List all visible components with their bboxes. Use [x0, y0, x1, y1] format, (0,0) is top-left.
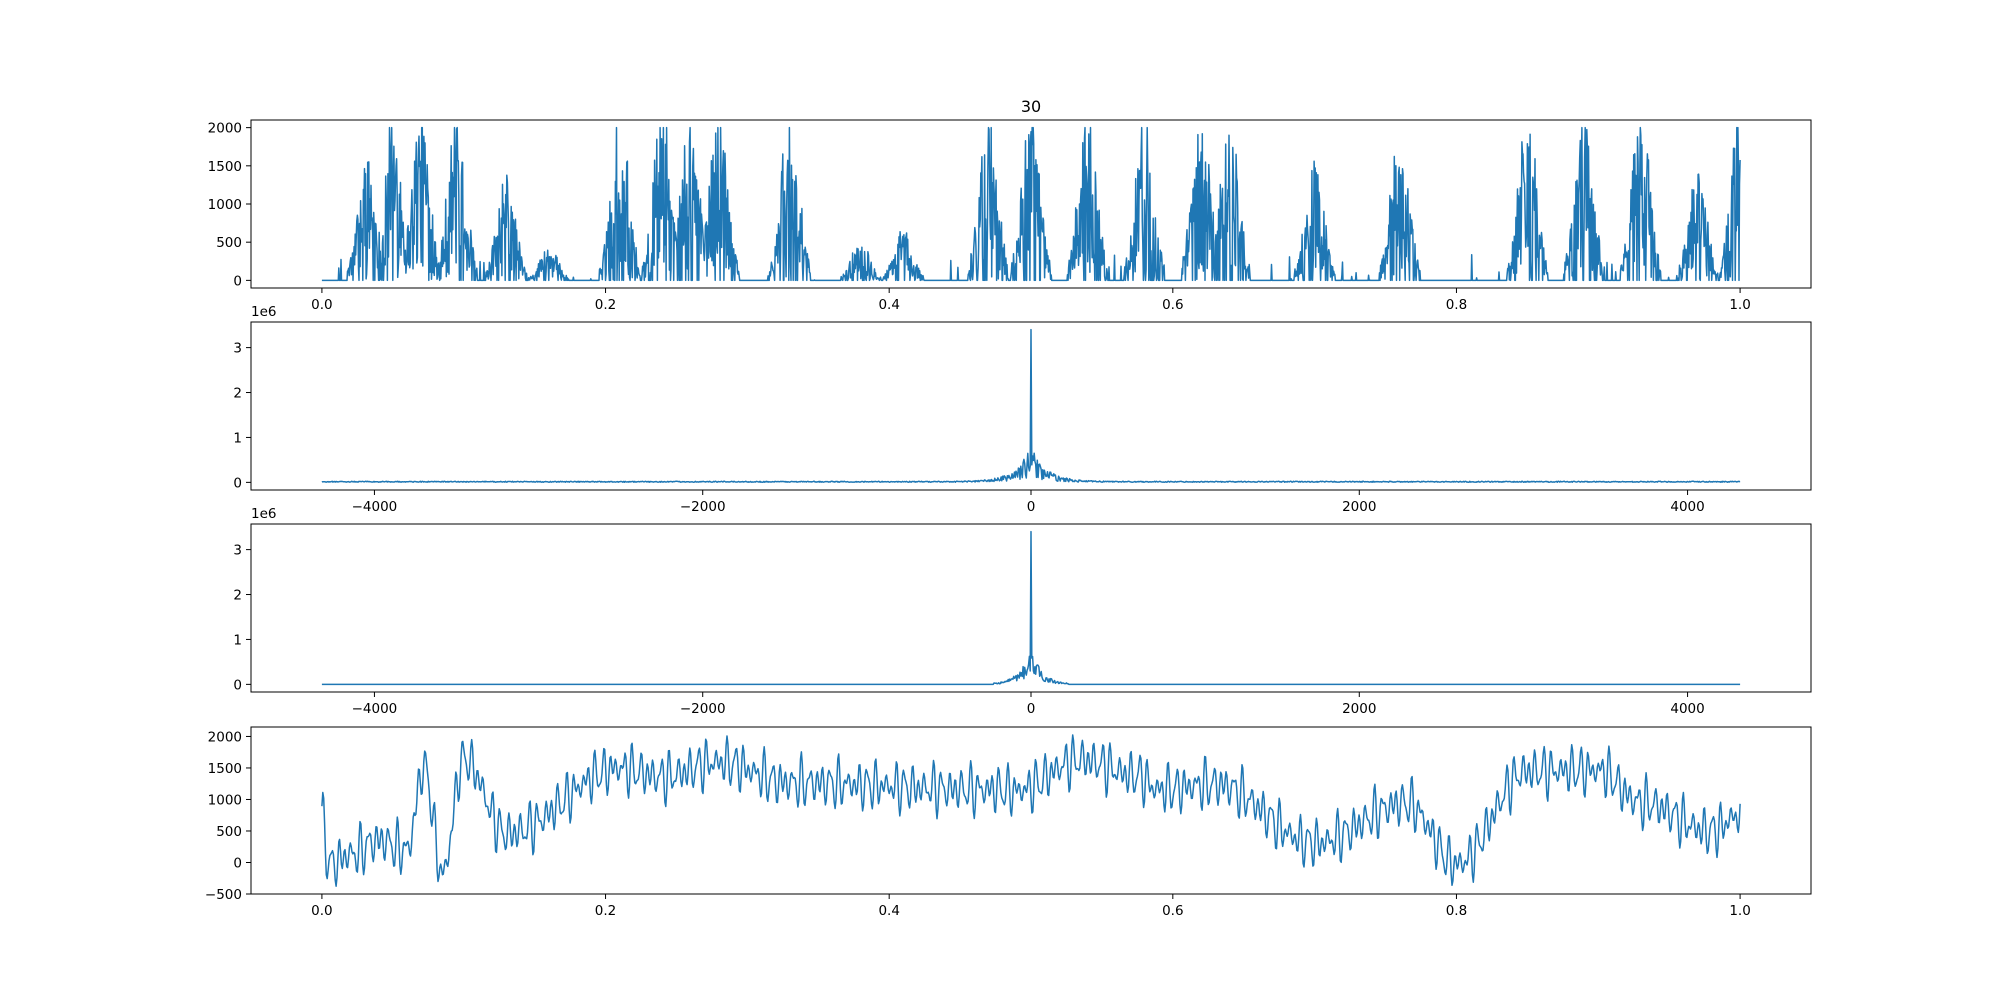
- x-tick-label: 0: [1027, 499, 1036, 515]
- axes-2: −4000 −2000 0 2000 4000 0 1 2 3 1e6: [233, 304, 1812, 515]
- y-tick-label: 3: [233, 543, 242, 559]
- x-tick-label: 4000: [1670, 701, 1704, 717]
- axes-frame: [250, 726, 1812, 895]
- x-tick-label: 0.0: [311, 903, 332, 919]
- y-tick-label: 1: [233, 632, 242, 648]
- x-tick-label: 0.4: [878, 297, 899, 313]
- y-offset-label: 1e6: [251, 506, 276, 522]
- axes-1: 0.0 0.2 0.4 0.6 0.8 1.0 0 500 1000 1500 2000: [208, 119, 1812, 313]
- y-tick-label: 0: [233, 475, 242, 491]
- x-tick-label: 0.6: [1162, 903, 1183, 919]
- y-tick-label: 1: [233, 430, 242, 446]
- x-tick-label: −4000: [352, 701, 398, 717]
- x-tick-label: 0: [1027, 701, 1036, 717]
- y-tick-label: 2: [233, 386, 242, 402]
- y-tick-label: 0: [233, 677, 242, 693]
- x-tick-label: 0.0: [311, 297, 332, 313]
- x-tick-label: 0.6: [1162, 297, 1183, 313]
- x-tick-label: 0.8: [1446, 297, 1467, 313]
- y-tick-label: 1000: [208, 197, 242, 213]
- y-tick-label: 0: [233, 273, 242, 289]
- y-tick-label: 2000: [208, 729, 242, 745]
- axes-3: −4000 −2000 0 2000 4000 0 1 2 3 1e6: [233, 506, 1812, 717]
- x-tick-label: 0.2: [595, 903, 616, 919]
- x-tick-label: 1.0: [1729, 903, 1750, 919]
- y-tick-label: 1500: [208, 159, 242, 175]
- x-tick-label: 1.0: [1729, 297, 1750, 313]
- y-tick-label: 1000: [208, 792, 242, 808]
- x-tick-label: −2000: [680, 701, 726, 717]
- series-line: [321, 734, 1741, 887]
- y-tick-label: 3: [233, 341, 242, 357]
- x-tick-label: −2000: [680, 499, 726, 515]
- y-offset-label: 1e6: [251, 304, 276, 320]
- chart-title: 30: [1021, 97, 1041, 116]
- x-tick-label: −4000: [352, 499, 398, 515]
- y-tick-label: −500: [205, 887, 242, 903]
- x-tick-label: 0.4: [878, 903, 899, 919]
- series-line: [321, 530, 1741, 686]
- y-tick-label: 1500: [208, 761, 242, 777]
- x-tick-label: 2000: [1342, 701, 1376, 717]
- y-tick-label: 2000: [208, 121, 242, 137]
- series-line: [321, 126, 1741, 282]
- y-tick-label: 500: [216, 235, 242, 251]
- x-tick-label: 0.2: [595, 297, 616, 313]
- x-tick-label: 0.8: [1446, 903, 1467, 919]
- y-tick-label: 2: [233, 588, 242, 604]
- y-tick-label: 0: [233, 855, 242, 871]
- axes-4: 0.0 0.2 0.4 0.6 0.8 1.0 −500 0 500 1000 1500 2000: [205, 726, 1812, 919]
- x-tick-label: 4000: [1670, 499, 1704, 515]
- x-tick-label: 2000: [1342, 499, 1376, 515]
- y-tick-label: 500: [216, 824, 242, 840]
- series-line: [321, 328, 1741, 483]
